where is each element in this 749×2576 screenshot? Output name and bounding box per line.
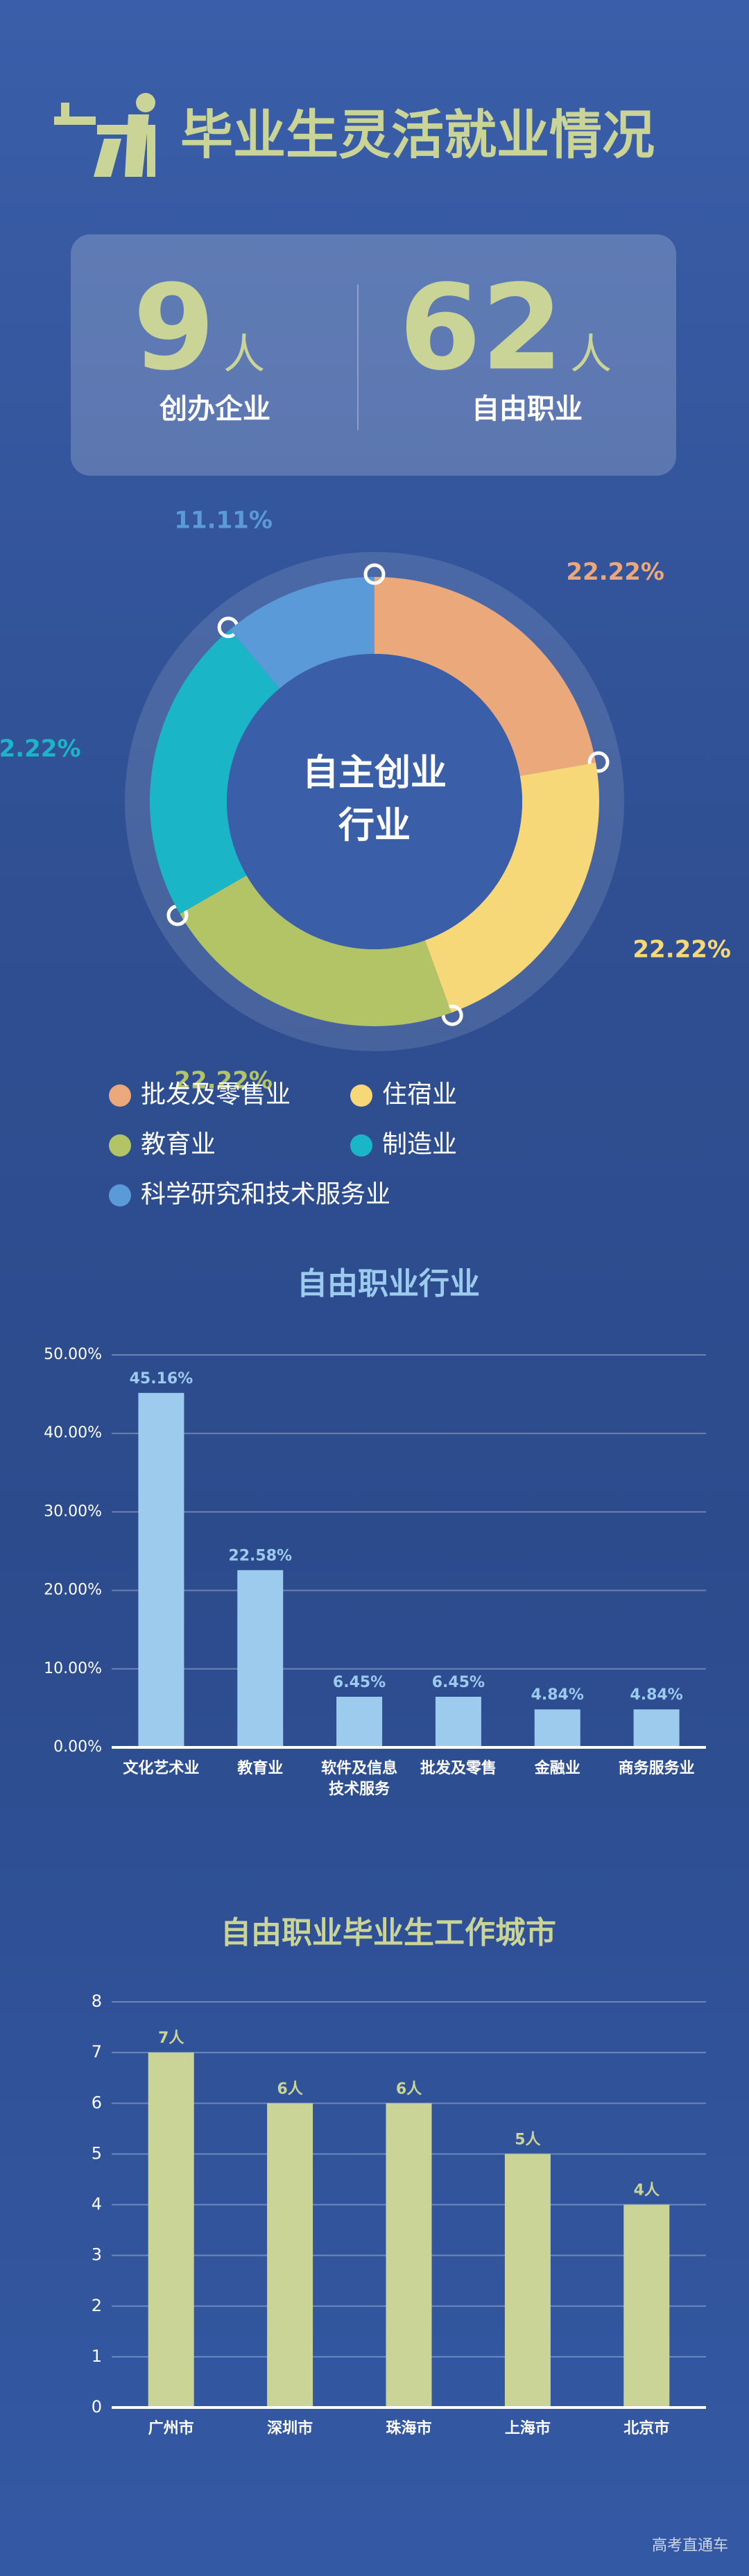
y-tick-label: 4 (92, 2195, 102, 2214)
legend-label: 批发及零售业 (141, 1080, 291, 1109)
legend-swatch (109, 1184, 131, 1207)
x-tick-label: 上海市 (504, 2420, 551, 2437)
data-label: 6.45% (432, 1674, 485, 1691)
legend-swatch (350, 1084, 372, 1107)
footer-source: 高考直通车 (652, 2537, 728, 2555)
data-label: 4人 (634, 2182, 660, 2199)
bar (237, 1570, 284, 1747)
donut-segment (150, 629, 280, 914)
bar (267, 2103, 313, 2408)
center-label: 自主创业 (302, 752, 447, 794)
x-tick-label: 珠海市 (386, 2420, 432, 2437)
y-tick-label: 40.00% (44, 1424, 102, 1442)
x-tick-label: 文化艺术业 (123, 1760, 200, 1777)
stat-label: 创办企业 (160, 393, 270, 425)
y-tick-label: 7 (92, 2042, 102, 2061)
data-label: 7人 (158, 2030, 184, 2047)
y-tick-label: 5 (92, 2143, 102, 2163)
legend-swatch (109, 1134, 131, 1157)
x-tick-label: 软件及信息技术服务 (321, 1760, 398, 1798)
data-label: 4.84% (630, 1686, 682, 1704)
stat-label: 自由职业 (472, 393, 583, 425)
center-label: 行业 (338, 805, 411, 847)
title-icon (54, 93, 155, 177)
stat-number: 9 (133, 259, 215, 397)
page-title: 毕业生灵活就业情况 (180, 104, 655, 166)
y-tick-label: 3 (92, 2245, 102, 2265)
segment-marker (587, 751, 610, 773)
x-tick-label: 批发及零售 (420, 1760, 497, 1777)
donut-segment (230, 577, 374, 689)
y-tick-label: 50.00% (44, 1346, 102, 1363)
y-tick-label: 30.00% (44, 1503, 102, 1520)
chart-title: 自由职业行业 (297, 1266, 480, 1302)
data-label: 11.11% (174, 506, 273, 534)
donut-segment (374, 577, 596, 777)
y-tick-label: 2 (92, 2296, 102, 2315)
legend-swatch (109, 1084, 131, 1107)
x-tick-label: 深圳市 (267, 2420, 313, 2437)
legend-swatch (350, 1134, 372, 1157)
x-tick-label: 教育业 (237, 1760, 284, 1777)
data-label: 6人 (396, 2080, 422, 2098)
y-tick-label: 1 (92, 2346, 102, 2366)
data-label: 4.84% (531, 1686, 584, 1704)
y-tick-label: 6 (92, 2093, 102, 2112)
segment-marker (363, 563, 386, 585)
data-label: 22.58% (228, 1547, 292, 1564)
data-label: 45.16% (130, 1370, 193, 1388)
legend-label: 住宿业 (382, 1080, 457, 1109)
stat-unit: 人 (570, 331, 612, 379)
chart-title: 自由职业毕业生工作城市 (221, 1915, 556, 1951)
x-tick-label: 金融业 (534, 1760, 580, 1777)
data-label: 22.22% (566, 558, 664, 586)
y-tick-label: 8 (92, 1991, 102, 2011)
bar (148, 2052, 194, 2408)
donut-segment (424, 762, 599, 1013)
bar (504, 2154, 551, 2408)
x-tick-label: 北京市 (623, 2420, 670, 2437)
legend-label: 科学研究和技术服务业 (141, 1180, 390, 1209)
bar (633, 1709, 680, 1747)
data-label: 5人 (515, 2131, 540, 2148)
x-tick-label: 商务服务业 (618, 1760, 695, 1777)
donut-segment (180, 875, 451, 1026)
data-label: 6人 (277, 2080, 302, 2098)
bar (435, 1696, 481, 1747)
x-tick-label: 广州市 (148, 2420, 194, 2437)
data-label: 22.22% (632, 936, 731, 964)
bar (534, 1709, 580, 1747)
stat-number: 62 (399, 259, 563, 397)
y-tick-label: 20.00% (44, 1582, 102, 1599)
legend-label: 制造业 (382, 1130, 457, 1159)
data-label: 22.22% (0, 735, 81, 763)
data-label: 22.22% (174, 1067, 273, 1095)
data-label: 6.45% (333, 1674, 386, 1691)
donut-center (227, 654, 522, 949)
legend-label: 教育业 (141, 1130, 216, 1159)
y-tick-label: 10.00% (44, 1660, 102, 1677)
stat-unit: 人 (223, 331, 265, 379)
bar (138, 1392, 184, 1747)
stats-box (71, 234, 676, 476)
y-tick-label: 0 (92, 2397, 102, 2417)
y-tick-label: 0.00% (53, 1738, 102, 1756)
bar (386, 2103, 432, 2408)
bar (336, 1696, 383, 1747)
bar (623, 2204, 670, 2408)
